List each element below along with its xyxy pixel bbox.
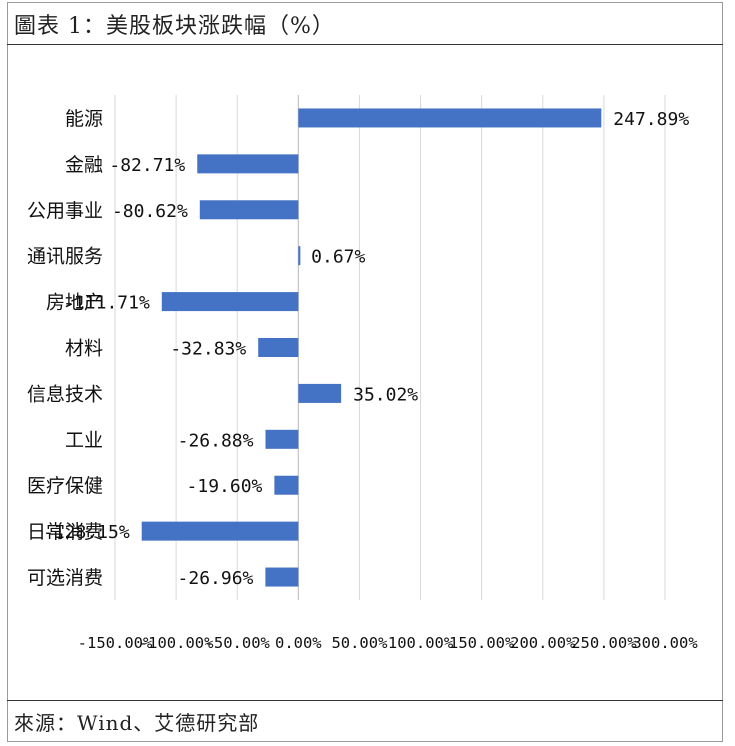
bar — [298, 108, 602, 128]
x-tick-label: -150.00% — [78, 634, 153, 652]
bar — [265, 429, 299, 449]
bottom-border — [7, 741, 723, 742]
bar — [274, 475, 299, 495]
value-label: 0.67% — [311, 247, 365, 268]
value-label: -128.15% — [43, 522, 130, 543]
value-label: -32.83% — [170, 339, 246, 360]
bar — [199, 200, 299, 220]
value-label: -82.71% — [109, 155, 185, 176]
x-tick-label: 300.00% — [632, 634, 698, 652]
category-label: 金融 — [65, 154, 103, 176]
value-label: -19.60% — [187, 476, 263, 497]
category-label: 日常消费 — [27, 521, 103, 543]
x-tick-label: 50.00% — [331, 634, 388, 652]
category-label: 医疗保健 — [27, 475, 103, 497]
gridlines — [114, 95, 666, 600]
x-tick-label: -100.00% — [139, 634, 214, 652]
x-tick-label: 0.00% — [275, 634, 322, 652]
figure-frame — [7, 3, 723, 742]
value-label: 247.89% — [613, 109, 689, 130]
figure-title: 圖表 1：美股板块涨跌幅（%） — [14, 14, 335, 39]
title-rule — [7, 44, 723, 45]
bar — [298, 246, 301, 266]
top-border — [7, 2, 723, 3]
value-labels: 247.89% -82.71% -80.62% 0.67% -111.71% -32.83… — [43, 109, 689, 589]
value-label: -111.71% — [63, 293, 150, 314]
value-label: -26.88% — [178, 430, 254, 451]
bars — [141, 108, 602, 587]
category-label: 通讯服务 — [27, 246, 103, 268]
x-tick-label: -50.00% — [205, 634, 271, 652]
bar — [298, 383, 342, 403]
x-tick-labels: -150.00%-100.00%-50.00% 0.00% 50.00% 100.00… — [78, 634, 699, 652]
x-tick-label: 150.00% — [449, 634, 515, 652]
bar — [265, 567, 299, 587]
category-label: 工业 — [65, 429, 103, 451]
value-label: -26.96% — [178, 568, 254, 589]
x-tick-label: 250.00% — [571, 634, 637, 652]
category-label: 房地产 — [46, 292, 103, 314]
category-label: 可选消费 — [27, 567, 103, 589]
value-label: -80.62% — [112, 201, 188, 222]
source-note: 來源：Wind、艾德研究部 — [14, 711, 260, 735]
bar — [161, 292, 299, 312]
value-label: 35.02% — [353, 384, 418, 405]
category-label: 信息技术 — [27, 383, 103, 405]
source-rule — [7, 700, 723, 701]
category-label: 公用事业 — [27, 200, 103, 222]
bar — [197, 154, 299, 174]
category-label: 能源 — [65, 108, 103, 130]
x-tick-label: 200.00% — [510, 634, 576, 652]
bar — [258, 338, 299, 357]
bar — [141, 521, 299, 541]
category-label: 材料 — [65, 338, 103, 360]
x-tick-label: 100.00% — [388, 634, 454, 652]
